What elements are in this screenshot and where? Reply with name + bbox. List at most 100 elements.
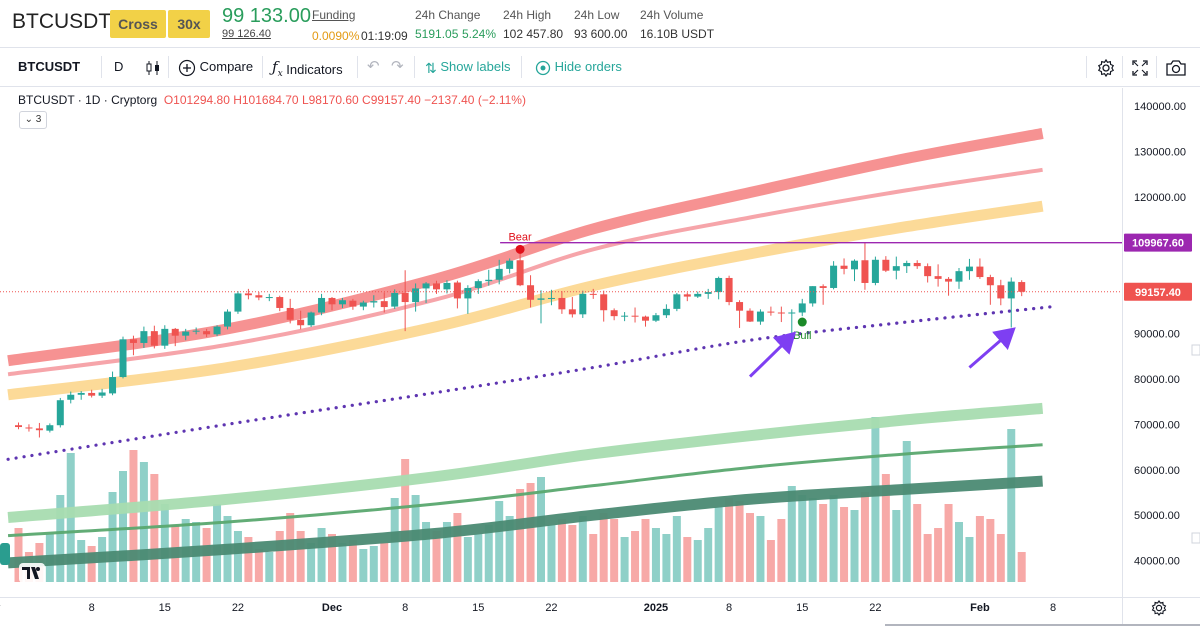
candle-body <box>631 315 639 317</box>
volume-bar <box>14 528 23 582</box>
candle-body <box>129 339 137 343</box>
legend-high: H101684.70 <box>233 93 299 107</box>
volume-bar <box>829 495 838 582</box>
chart-type-button[interactable] <box>144 48 162 86</box>
candle-body <box>192 330 200 332</box>
candle-body <box>819 286 827 288</box>
toolbar-divider <box>1086 56 1087 78</box>
indicators-count: 3 <box>35 114 42 125</box>
candle-body <box>997 285 1005 299</box>
candle-body <box>359 302 367 307</box>
candle-body <box>265 297 273 299</box>
volume-bar <box>996 534 1005 582</box>
candle-body <box>756 311 764 322</box>
level-price-label: 109967.60 <box>1132 238 1184 250</box>
tv-logo-dot <box>36 567 40 571</box>
x-tick-label: 22 <box>869 602 881 614</box>
volume-bar <box>975 516 984 582</box>
candle-body <box>380 301 388 308</box>
x-tick-label: 15 <box>796 602 808 614</box>
candle-body <box>788 312 796 314</box>
funding-countdown: 01:19:09 <box>361 29 408 43</box>
margin-mode-button[interactable]: Cross <box>110 10 166 38</box>
x-tick-label: 8 <box>726 602 732 614</box>
mark-price[interactable]: 99 126.40 <box>222 28 271 40</box>
candle-body <box>767 311 775 313</box>
volume-bar <box>401 459 410 582</box>
annotation-arrow <box>748 331 797 378</box>
volume-bar <box>944 504 953 582</box>
edge-marker <box>1191 532 1200 544</box>
undo-icon[interactable]: ↶ <box>367 58 380 75</box>
screenshot-button[interactable] <box>1165 48 1187 86</box>
interval-button[interactable]: D <box>114 59 124 74</box>
candle-body <box>976 266 984 278</box>
candle-body <box>495 268 503 280</box>
candle-body <box>224 311 231 327</box>
volume-bar <box>808 498 817 582</box>
legend-title[interactable]: BTCUSDT · 1D · Cryptorg <box>18 93 158 107</box>
volume-bar <box>119 471 127 582</box>
volume-bar <box>746 513 754 582</box>
volume-bar <box>213 504 222 582</box>
volume-bar <box>1017 552 1026 582</box>
candle-body <box>443 282 451 290</box>
volume-bar <box>651 528 660 582</box>
indicators-button[interactable]: ƒx Indicators <box>272 48 343 86</box>
volume-bar <box>265 552 274 582</box>
candle-body <box>119 339 127 378</box>
x-tick-label: v <box>0 602 1 614</box>
candle-body <box>652 315 660 321</box>
red-band-thin <box>7 167 1043 377</box>
candle-body <box>851 260 858 270</box>
fullscreen-button[interactable] <box>1131 48 1149 86</box>
volume-bar <box>328 534 336 582</box>
candle-body <box>798 303 806 313</box>
candle-body <box>965 266 973 272</box>
candle-body <box>986 277 994 286</box>
edge-marker <box>1191 344 1200 356</box>
candle-body <box>892 266 900 271</box>
y-tick-label: 80000.00 <box>1134 374 1180 386</box>
candle-body <box>349 300 357 307</box>
candle-body <box>213 326 221 335</box>
volume-bar <box>704 528 713 582</box>
compare-button[interactable]: Compare <box>178 48 253 86</box>
candle-body <box>35 428 43 431</box>
x-tick-label: 15 <box>472 602 484 614</box>
volume-bar <box>307 543 316 582</box>
candle-body <box>871 259 879 283</box>
volume-bar <box>160 504 169 582</box>
volume-bar <box>934 528 943 582</box>
volume-bar <box>714 507 723 582</box>
candle-body <box>338 300 346 305</box>
indicators-collapse-button[interactable]: ⌄ 3 <box>19 111 47 129</box>
bear-signal-dot <box>515 244 525 254</box>
change-value: 5191.05 <box>415 27 459 41</box>
leverage-button[interactable]: 30x <box>168 10 210 38</box>
show-labels-button[interactable]: ⇅ Show labels <box>425 48 510 86</box>
hide-orders-button[interactable]: Hide orders <box>535 48 622 86</box>
volume-bar <box>599 513 608 582</box>
volume-bar <box>87 546 96 582</box>
candle-body <box>318 297 326 313</box>
chart-legend: BTCUSDT · 1D · Cryptorg O101294.80 H1016… <box>18 93 526 107</box>
redo-icon[interactable]: ↷ <box>391 58 404 75</box>
volume-bar <box>766 540 775 582</box>
volume-bar <box>892 510 901 582</box>
candle-body <box>15 425 22 428</box>
volume-bar <box>986 519 995 582</box>
level-price-badge <box>1124 233 1192 252</box>
price-chart[interactable]: Bear Bull 40000.00 50000.00 60000.00 70000.0… <box>0 88 1200 626</box>
settings-button[interactable] <box>1096 48 1116 86</box>
x-tick-label: 22 <box>232 602 244 614</box>
last-price-badge <box>1124 282 1192 301</box>
volume-bar <box>902 441 911 582</box>
candles-icon <box>146 60 159 75</box>
volume-bar <box>348 540 357 582</box>
toolbar-symbol[interactable]: BTCUSDT <box>18 59 81 74</box>
funding-label[interactable]: Funding <box>312 8 356 22</box>
candle-body <box>412 288 420 303</box>
volume-bar <box>725 498 734 582</box>
header-symbol[interactable]: BTCUSDT <box>12 10 112 33</box>
